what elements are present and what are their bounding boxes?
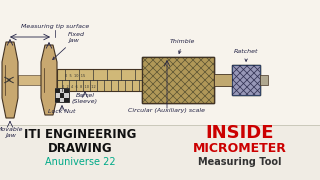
FancyBboxPatch shape [232,65,260,95]
FancyBboxPatch shape [260,75,268,85]
Text: Lock Nut: Lock Nut [48,109,76,114]
Text: DRAWING: DRAWING [48,141,112,154]
Text: Anuniverse 22: Anuniverse 22 [45,157,115,167]
Text: 0  2  4  6  8  10  12: 0 2 4 6 8 10 12 [62,85,96,89]
Text: MICROMETER: MICROMETER [193,141,287,154]
Text: INSIDE: INSIDE [206,124,274,142]
FancyBboxPatch shape [64,98,68,102]
FancyBboxPatch shape [55,89,60,93]
FancyBboxPatch shape [232,65,260,95]
Text: (Sleeve): (Sleeve) [72,99,98,104]
FancyBboxPatch shape [0,125,320,180]
FancyBboxPatch shape [64,89,68,93]
Text: ITI ENGINEERING: ITI ENGINEERING [24,129,136,141]
Text: Measuring Tool: Measuring Tool [198,157,282,167]
FancyBboxPatch shape [142,57,214,103]
FancyBboxPatch shape [55,98,60,102]
FancyBboxPatch shape [214,74,232,86]
FancyBboxPatch shape [0,0,320,125]
Text: Thimble: Thimble [170,39,196,53]
Text: Ratchet: Ratchet [234,49,259,61]
Text: Circular (Auxiliary) scale: Circular (Auxiliary) scale [129,108,205,113]
Text: Measuring tip surface: Measuring tip surface [21,24,89,29]
Polygon shape [41,45,57,115]
Text: 0  5  10  15: 0 5 10 15 [65,74,85,78]
FancyBboxPatch shape [142,57,214,103]
FancyBboxPatch shape [60,93,64,98]
Text: Fixed
Jaw: Fixed Jaw [53,32,85,60]
FancyBboxPatch shape [18,75,258,85]
Text: Barrel: Barrel [76,93,94,98]
FancyBboxPatch shape [57,69,142,91]
Text: Movable
Jaw: Movable Jaw [0,127,23,138]
FancyBboxPatch shape [55,88,69,102]
Polygon shape [2,42,18,118]
